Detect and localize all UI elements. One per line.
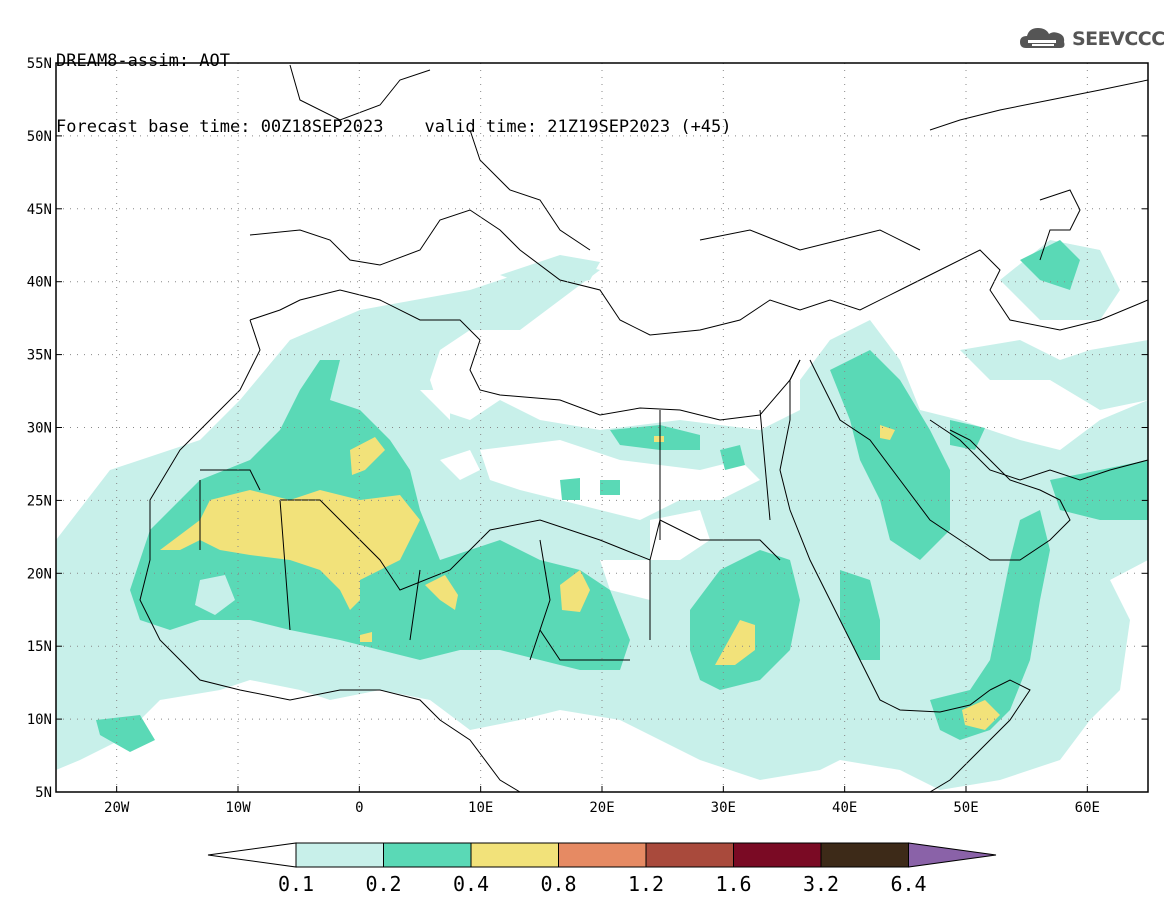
colorbar-swatch: [383, 842, 472, 868]
colorbar-swatch: [295, 842, 384, 868]
lat-axis: 55N 50N 45N 40N 35N 30N 25N 20N 15N 10N 5N: [27, 56, 1148, 801]
colorbar-label: 0.4: [453, 872, 489, 896]
lat-label: 50N: [27, 129, 52, 145]
lat-label: 35N: [27, 348, 52, 364]
lon-label: 0: [355, 800, 363, 816]
coastlines: [139, 64, 1148, 792]
valid-time: valid time: 21Z19SEP2023 (+45): [424, 117, 732, 137]
brand-logo: SEEVCCC: [1018, 24, 1165, 54]
colorbar-label: 1.2: [628, 872, 664, 896]
lat-label: 5N: [35, 785, 52, 801]
colorbar: 0.1 0.2 0.4 0.8 1.2 1.6 3.2 6.4: [207, 842, 997, 896]
lat-label: 20N: [27, 566, 52, 582]
cloud-logo-icon: [1020, 28, 1065, 48]
colorbar-label: 1.6: [715, 872, 751, 896]
colorbar-swatch: [558, 842, 647, 868]
lon-label: 50E: [953, 800, 978, 816]
brand-name: SEEVCCC: [1072, 28, 1165, 50]
lon-axis: 20W 10W 0 10E 20E 30E 40E 50E 60E: [104, 786, 1100, 816]
lat-label: 55N: [27, 56, 52, 72]
lon-label: 10W: [225, 800, 251, 816]
lat-label: 25N: [27, 493, 52, 509]
lat-label: 40N: [27, 275, 52, 291]
colorbar-swatch: [820, 842, 909, 868]
lon-label: 60E: [1075, 800, 1100, 816]
lat-label: 15N: [27, 639, 52, 655]
colorbar-label: 3.2: [803, 872, 839, 896]
product-title: DREAM8-assim: AOT: [56, 51, 230, 71]
colorbar-max-arrow: [908, 842, 997, 868]
lon-label: 20W: [104, 800, 130, 816]
colorbar-label: 0.2: [365, 872, 401, 896]
lon-label: 10E: [468, 800, 493, 816]
aot-inner-light: [195, 575, 270, 660]
colorbar-label: 6.4: [890, 872, 926, 896]
colorbar-min-arrow: [207, 842, 297, 868]
time-line: Forecast base time: 00Z18SEP2023 valid t…: [56, 116, 732, 138]
gridlines: [56, 63, 1148, 792]
colorbar-label: 0.8: [540, 872, 576, 896]
base-time: Forecast base time: 00Z18SEP2023: [56, 117, 384, 137]
lat-label: 45N: [27, 202, 52, 218]
colorbar-swatch: [470, 842, 559, 868]
colorbar-swatch: [733, 842, 822, 868]
colorbar-label: 0.1: [278, 872, 314, 896]
aot-band-0-4: [160, 425, 1000, 730]
colorbar-swatch: [645, 842, 734, 868]
lon-label: 30E: [711, 800, 736, 816]
lat-label: 10N: [27, 712, 52, 728]
lon-label: 40E: [832, 800, 857, 816]
lat-label: 30N: [27, 421, 52, 437]
lon-label: 20E: [589, 800, 614, 816]
map-title: DREAM8-assim: AOT Forecast base time: 00…: [56, 6, 732, 160]
